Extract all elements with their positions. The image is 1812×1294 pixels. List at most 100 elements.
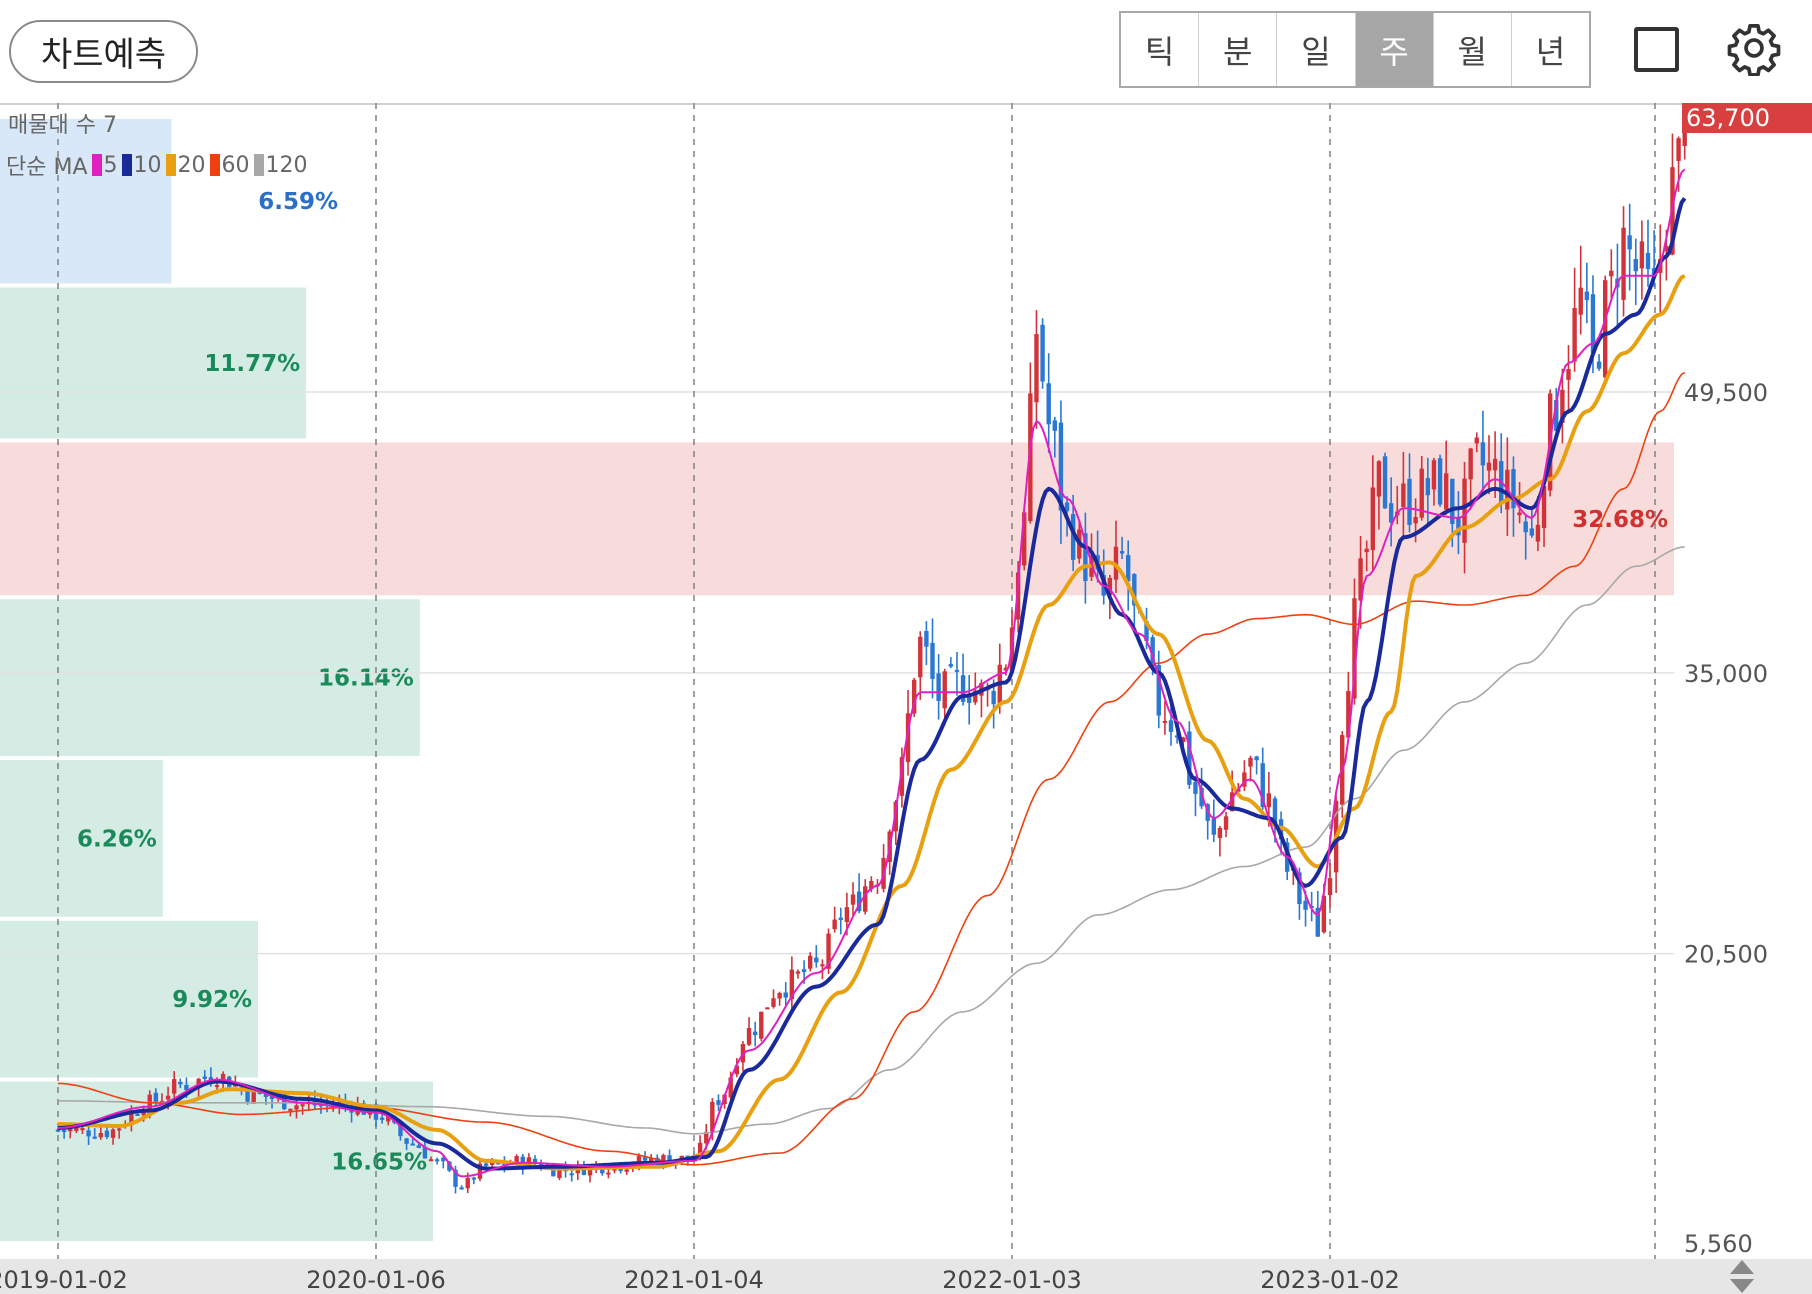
candle-body xyxy=(116,1128,122,1131)
candle-body xyxy=(171,1079,177,1094)
candle-body xyxy=(1052,420,1058,431)
candle-body xyxy=(1572,308,1577,362)
y-axis-tick-label: 35,000 xyxy=(1684,660,1768,688)
y-axis-area xyxy=(1674,103,1812,1294)
candle-body xyxy=(1602,280,1608,378)
candle-body xyxy=(294,1105,299,1110)
candle-body xyxy=(856,891,862,912)
top-toolbar: 차트예측 틱 분 일 주 월 년 xyxy=(0,0,1812,103)
candle-body xyxy=(710,1101,715,1133)
candle-body xyxy=(1034,334,1039,403)
candle-body xyxy=(1523,521,1528,533)
candle-body xyxy=(1413,516,1418,524)
candle-body xyxy=(1168,720,1174,732)
candle-body xyxy=(1003,667,1009,671)
candle-body xyxy=(1162,720,1168,723)
candle-body xyxy=(893,801,899,832)
candle-body xyxy=(1321,895,1327,933)
last-price-tag xyxy=(1682,103,1812,133)
candle-body xyxy=(269,1095,275,1099)
candle-body xyxy=(924,631,929,647)
volume-profile-percent-label: 6.26% xyxy=(77,826,157,852)
candle-body xyxy=(1211,818,1217,835)
candle-body xyxy=(1609,270,1614,277)
candle-body xyxy=(1382,456,1388,509)
candle-body xyxy=(379,1117,385,1120)
candle-body xyxy=(459,1187,464,1190)
candle-body xyxy=(587,1166,593,1176)
candle-body xyxy=(471,1177,477,1180)
candle-body xyxy=(220,1073,226,1083)
gear-icon[interactable] xyxy=(1726,20,1782,76)
candle-body xyxy=(147,1094,152,1114)
candle-body xyxy=(600,1167,605,1174)
y-axis-tick-label: 5,560 xyxy=(1684,1230,1753,1258)
scroll-down-arrow-icon xyxy=(1730,1279,1754,1293)
candle-body xyxy=(165,1095,171,1100)
candle-body xyxy=(1266,793,1272,808)
candle-body xyxy=(104,1130,110,1138)
candle-body xyxy=(300,1104,305,1107)
candle-body xyxy=(1639,241,1645,269)
candlestick-chart[interactable]: 6.59% 11.77% 32.68% 16.14% 6.26% 9.92% 16.65% 4… xyxy=(0,103,1812,1294)
period-week-button[interactable]: 주 xyxy=(1355,13,1434,86)
fullscreen-square-icon[interactable] xyxy=(1634,27,1679,72)
candle-body xyxy=(465,1177,470,1189)
candle-body xyxy=(1407,478,1412,525)
volume-profile-bar xyxy=(0,119,172,284)
period-year-button[interactable]: 년 xyxy=(1535,32,1566,71)
candle-body xyxy=(428,1159,434,1162)
candle-body xyxy=(1083,533,1088,581)
candle-body xyxy=(697,1142,703,1159)
candle-body xyxy=(624,1169,629,1172)
candle-body xyxy=(110,1129,116,1138)
candle-body xyxy=(1462,478,1467,543)
candle-body xyxy=(661,1155,666,1164)
candle-body xyxy=(936,673,941,701)
candle-body xyxy=(1272,798,1278,823)
candle-body xyxy=(1419,468,1424,518)
candle-body xyxy=(1450,478,1455,525)
candle-body xyxy=(1015,572,1021,620)
period-month-button[interactable]: 월 xyxy=(1434,13,1512,86)
candle-body xyxy=(1156,664,1161,716)
candle-body xyxy=(801,969,807,973)
ma60-line xyxy=(57,371,1686,1166)
candle-body xyxy=(404,1138,409,1144)
candle-body xyxy=(1645,252,1651,270)
candle-body xyxy=(704,1132,709,1144)
period-tick-button[interactable]: 틱 xyxy=(1121,13,1200,86)
ma-legend-swatch xyxy=(253,154,264,176)
candle-body xyxy=(1437,458,1443,505)
candle-body xyxy=(1541,486,1547,528)
period-minute-button[interactable]: 분 xyxy=(1199,13,1278,86)
ma-legend-period: 120 xyxy=(265,152,308,178)
x-axis-strip xyxy=(0,1259,1812,1294)
candle-body xyxy=(1431,460,1437,490)
candle-body xyxy=(80,1128,85,1131)
candle-body xyxy=(783,992,788,998)
candle-body xyxy=(1297,872,1302,905)
ma-legend-swatch xyxy=(91,154,102,176)
volume-profile-percent-label: 16.14% xyxy=(318,666,414,692)
y-axis-tick-label: 49,500 xyxy=(1684,379,1768,407)
chart-predict-button[interactable]: 차트예측 xyxy=(9,20,198,83)
candle-body xyxy=(551,1166,556,1177)
period-day-button[interactable]: 일 xyxy=(1277,13,1356,86)
candle-body xyxy=(832,919,837,930)
ma-legend-period: 10 xyxy=(133,152,162,178)
candle-body xyxy=(820,964,825,967)
candle-body xyxy=(489,1161,495,1165)
x-axis-tick-label: 2020-01-06 xyxy=(306,1266,445,1294)
candle-body xyxy=(1584,291,1590,301)
candle-body xyxy=(1443,473,1449,510)
candle-body xyxy=(74,1128,79,1131)
volume-profile-percent-label: 16.65% xyxy=(331,1149,427,1175)
candle-body xyxy=(795,971,801,974)
candle-body xyxy=(1064,502,1070,512)
candle-body xyxy=(1119,551,1125,554)
candle-body xyxy=(1217,827,1223,838)
candle-body xyxy=(61,1130,67,1133)
candle-body xyxy=(667,1155,672,1165)
candle-body xyxy=(1621,227,1626,300)
